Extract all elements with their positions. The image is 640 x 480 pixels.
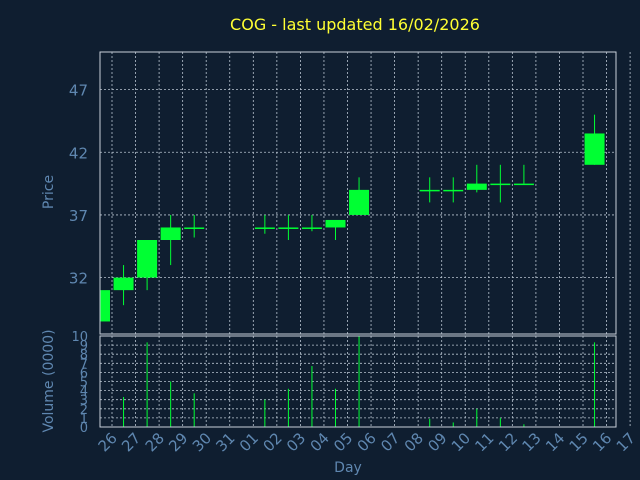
candle-body: [349, 189, 370, 215]
x-tick-label: 13: [518, 429, 544, 455]
x-tick-label: 04: [307, 429, 333, 455]
candle-body: [278, 227, 299, 229]
volume-tick-label: 0: [80, 421, 88, 436]
x-tick-label: 17: [613, 429, 639, 455]
price-tick-label: 42: [69, 144, 88, 162]
x-tick-label: 26: [95, 429, 121, 455]
volume-tick-label: 10: [71, 330, 88, 345]
candle-body: [160, 227, 181, 240]
x-tick-label: 15: [566, 429, 592, 455]
x-axis-label: Day: [334, 460, 362, 476]
x-tick-label: 11: [471, 429, 497, 455]
volume-tick-label: 2: [80, 403, 88, 418]
x-tick-label: 14: [542, 429, 568, 455]
x-tick-label: 30: [189, 429, 215, 455]
volume-panel-frame: [99, 335, 617, 428]
price-tick-label: 32: [69, 270, 88, 288]
x-tick-label: 16: [589, 429, 615, 455]
candle-body: [419, 189, 440, 192]
volume-tick-label: 8: [80, 348, 88, 363]
volume-bars-group: [123, 336, 596, 427]
x-tick-label: 07: [377, 429, 403, 455]
volume-axis-label: Volume (0000): [41, 329, 57, 432]
x-tick-label: 01: [236, 429, 262, 455]
candle-body: [301, 227, 322, 229]
chart-title: COG - last updated 16/02/2026: [230, 15, 480, 34]
x-tick-label: 08: [401, 429, 427, 455]
volume-tick-label: 1: [80, 412, 88, 427]
candle-body: [184, 227, 205, 229]
candle-body: [325, 219, 346, 228]
x-tick-label: 29: [165, 429, 191, 455]
price-panel-frame: [99, 51, 617, 335]
volume-tick-label: 4: [80, 385, 88, 400]
candle-body: [113, 277, 134, 291]
price-axis-label: Price: [41, 175, 57, 209]
x-tick-label: 09: [424, 429, 450, 455]
x-tick-label: 28: [142, 429, 168, 455]
candles-group: [99, 114, 605, 322]
candle-body: [254, 227, 275, 229]
x-tick-label: 12: [495, 429, 521, 455]
x-tick-label: 31: [212, 429, 238, 455]
candle-body: [513, 183, 534, 186]
volume-tick-label: 3: [80, 394, 88, 409]
candle-body: [137, 240, 158, 278]
candle-body: [443, 189, 464, 192]
x-tick-label: 02: [259, 429, 285, 455]
x-tick-label: 27: [118, 429, 144, 455]
volume-grid: [100, 335, 631, 428]
x-tick-label: 10: [448, 429, 474, 455]
candle-body: [100, 290, 110, 322]
candle-body: [490, 183, 511, 186]
candle-body: [466, 183, 487, 190]
x-tick-label: 06: [354, 429, 380, 455]
price-tick-label: 47: [69, 82, 88, 100]
volume-tick-label: 6: [80, 366, 88, 381]
volume-tick-label: 5: [80, 376, 88, 391]
volume-tick-label: 9: [80, 339, 88, 354]
price-grid: [100, 52, 631, 334]
volume-tick-label: 7: [80, 357, 88, 372]
x-tick-label: 03: [283, 429, 309, 455]
price-tick-label: 37: [69, 207, 88, 225]
candle-body: [584, 133, 605, 165]
x-tick-label: 05: [330, 429, 356, 455]
